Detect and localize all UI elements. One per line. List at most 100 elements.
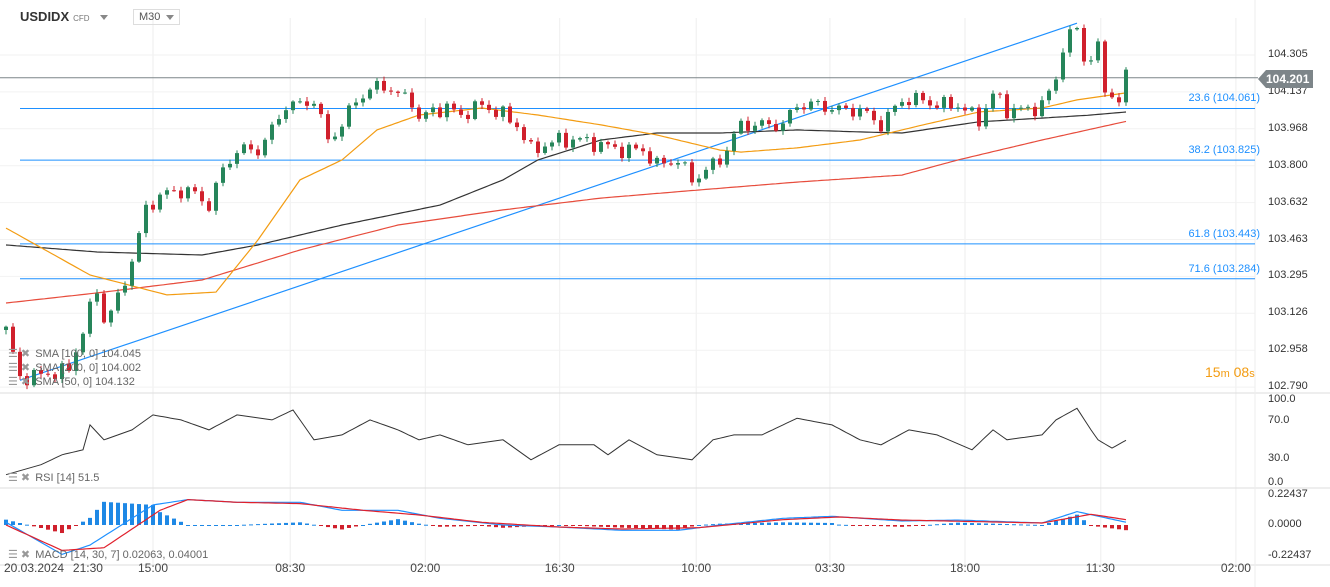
candle-down bbox=[998, 93, 1002, 95]
time-axis-label: 11:30 bbox=[1085, 561, 1115, 575]
macd-histogram-bar bbox=[767, 522, 771, 525]
fib-level-label: 23.6 (104.061) bbox=[1188, 92, 1260, 105]
candle-up bbox=[1054, 79, 1058, 91]
macd-histogram-bar bbox=[921, 525, 925, 526]
macd-histogram-bar bbox=[746, 523, 750, 525]
candle-up bbox=[830, 110, 834, 112]
macd-histogram-bar bbox=[214, 525, 218, 526]
candle-up bbox=[753, 125, 757, 131]
candle-up bbox=[655, 157, 659, 164]
price-axis-label: 103.800 bbox=[1268, 158, 1308, 171]
candle-up bbox=[1124, 69, 1128, 103]
candle-down bbox=[669, 163, 673, 165]
macd-histogram-bar bbox=[361, 525, 365, 526]
macd-histogram-bar bbox=[396, 519, 400, 525]
macd-histogram-bar bbox=[368, 523, 372, 525]
candle-down bbox=[305, 101, 309, 106]
candle-up bbox=[95, 293, 99, 302]
macd-histogram-bar bbox=[991, 523, 995, 525]
macd-histogram-bar bbox=[1089, 525, 1093, 526]
candle-down bbox=[18, 351, 22, 377]
macd-histogram-bar bbox=[200, 525, 204, 526]
candle-up bbox=[914, 92, 918, 106]
candle-up bbox=[781, 123, 785, 131]
candle-up bbox=[816, 100, 820, 102]
symbol-selector[interactable]: USDIDX CFD bbox=[20, 9, 108, 24]
legend-sma100[interactable]: ☰ ✖ SMA [100, 0] 104.045 bbox=[8, 348, 142, 360]
candle-down bbox=[641, 148, 645, 152]
candle-up bbox=[123, 285, 127, 293]
candle-up bbox=[900, 102, 904, 106]
candle-down bbox=[46, 373, 50, 375]
candle-up bbox=[501, 106, 505, 117]
candle-up bbox=[158, 194, 162, 210]
candle-up bbox=[1047, 90, 1051, 101]
price-axis-label: 103.632 bbox=[1268, 195, 1308, 208]
macd-axis-label: -0.22437 bbox=[1268, 549, 1312, 561]
legend-rsi[interactable]: ☰ ✖ RSI [14] 51.5 bbox=[8, 472, 100, 484]
macd-histogram-bar bbox=[914, 525, 918, 526]
symbol-name: USDIDX bbox=[20, 9, 70, 24]
candle-down bbox=[529, 140, 533, 142]
candle-down bbox=[718, 158, 722, 165]
candle-up bbox=[81, 333, 85, 353]
macd-histogram-bar bbox=[172, 518, 176, 525]
legend-sma50[interactable]: ☰ ✖ SMA [50, 0] 104.132 bbox=[8, 376, 135, 388]
candle-up bbox=[599, 142, 603, 152]
candle-up bbox=[585, 137, 589, 139]
candle-up bbox=[32, 369, 36, 386]
sma100-line bbox=[5, 111, 1127, 256]
macd-histogram-bar bbox=[508, 525, 512, 528]
candle-up bbox=[1089, 60, 1093, 62]
macd-histogram-bar bbox=[1033, 524, 1037, 526]
candle-down bbox=[438, 107, 442, 118]
candle-up bbox=[361, 98, 365, 103]
candle-down bbox=[648, 151, 652, 164]
menu-icon[interactable]: ☰ ✖ bbox=[8, 549, 31, 561]
candle-up bbox=[368, 89, 372, 99]
candle-down bbox=[193, 187, 197, 192]
menu-icon[interactable]: ☰ ✖ bbox=[8, 376, 31, 388]
menu-icon[interactable]: ☰ ✖ bbox=[8, 472, 31, 484]
candle-down bbox=[39, 369, 43, 374]
candle-down bbox=[494, 109, 498, 117]
macd-histogram-bar bbox=[984, 523, 988, 525]
candle-down bbox=[319, 103, 323, 115]
macd-histogram-bar bbox=[543, 525, 547, 526]
candle-up bbox=[221, 167, 225, 183]
macd-histogram-bar bbox=[95, 509, 99, 525]
candle-up bbox=[809, 101, 813, 110]
macd-histogram-bar bbox=[1040, 525, 1044, 526]
candle-up bbox=[347, 105, 351, 127]
menu-icon[interactable]: ☰ ✖ bbox=[8, 348, 31, 360]
candle-up bbox=[354, 102, 358, 106]
macd-histogram-bar bbox=[886, 525, 890, 527]
candle-up bbox=[445, 103, 449, 118]
legend-macd[interactable]: ☰ ✖ MACD [14, 30, 7] 0.02063, 0.04001 bbox=[8, 549, 209, 561]
macd-histogram-bar bbox=[1026, 524, 1030, 526]
candle-up bbox=[144, 204, 148, 234]
candle-down bbox=[921, 92, 925, 101]
price-axis-label: 103.463 bbox=[1268, 232, 1308, 245]
macd-histogram-bar bbox=[774, 522, 778, 525]
candle-down bbox=[67, 363, 71, 371]
candle-up bbox=[1096, 41, 1100, 61]
price-axis-label: 102.958 bbox=[1268, 343, 1308, 356]
macd-histogram-bar bbox=[46, 525, 50, 530]
candle-down bbox=[1117, 97, 1121, 103]
candle-down bbox=[1033, 106, 1037, 117]
macd-axis-label: 0.22437 bbox=[1268, 488, 1308, 500]
menu-icon[interactable]: ☰ ✖ bbox=[8, 362, 31, 374]
candle-up bbox=[312, 103, 316, 106]
macd-histogram-bar bbox=[942, 523, 946, 525]
candle-up bbox=[956, 107, 960, 109]
legend-sma200[interactable]: ☰ ✖ SMA [200, 0] 104.002 bbox=[8, 362, 142, 374]
macd-histogram-bar bbox=[193, 525, 197, 526]
timeframe-selector[interactable]: M30 bbox=[133, 9, 181, 25]
macd-histogram-bar bbox=[424, 524, 428, 526]
macd-axis-label: 0.0000 bbox=[1268, 518, 1302, 530]
macd-histogram-bar bbox=[480, 525, 484, 526]
candle-up bbox=[739, 120, 743, 134]
